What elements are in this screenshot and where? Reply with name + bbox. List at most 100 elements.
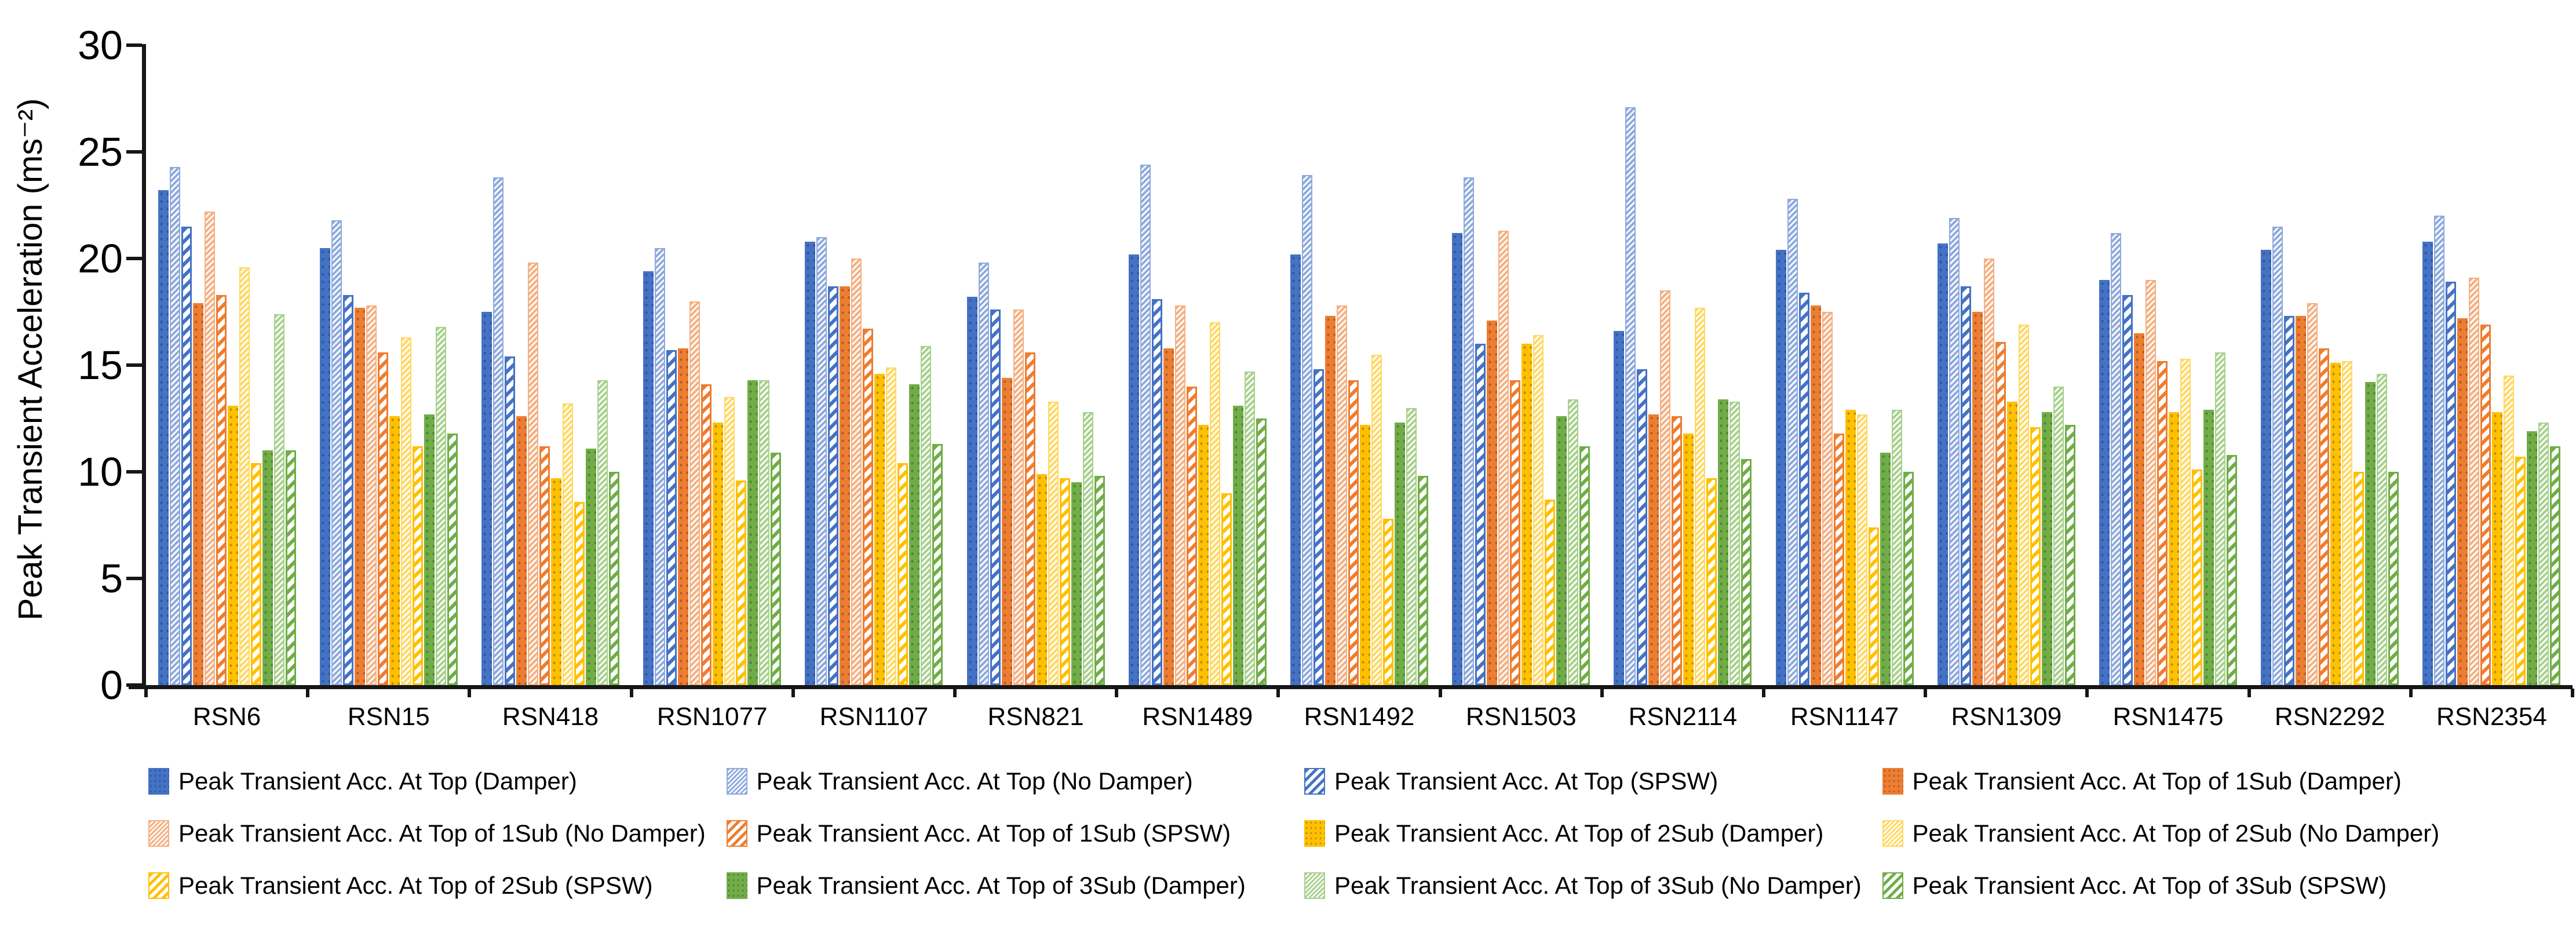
y-tick-mark-0 [126,683,142,687]
x-axis-category-labels: RSN6 RSN15 RSN418 RSN1077 RSN1107 RSN821 RSN14… [146,702,2573,731]
bar-rsn1107-series-10 [921,345,932,685]
legend-item-4: Peak Transient Acc. At Top of 1Sub (No D… [148,820,727,847]
bar-rsn1503-series-7 [1533,335,1544,685]
legend-label: Peak Transient Acc. At Top (No Damper) [756,767,1193,795]
bar-rsn6-series-5 [216,294,227,685]
bar-rsn1503-series-11 [1579,446,1590,685]
legend-label: Peak Transient Acc. At Top of 3Sub (SPSW… [1912,872,2387,899]
bar-group-rsn2292 [2249,45,2411,685]
legend-swatch-icon [1882,820,1903,847]
legend-label: Peak Transient Acc. At Top of 3Sub (Damp… [756,872,1246,899]
bar-rsn1503-series-2 [1475,344,1486,685]
bar-rsn1492-series-5 [1348,380,1359,685]
bar-rsn1489-series-11 [1256,418,1267,685]
bar-group-rsn1492 [1278,45,1440,685]
bar-rsn1309-series-9 [2041,412,2052,685]
x-tick-mark-6 [1115,689,1119,697]
bar-rsn15-series-11 [447,433,458,685]
legend-swatch-icon [1304,820,1325,847]
x-category-label-rsn6: RSN6 [192,702,261,731]
plot-area [126,43,2574,697]
bar-group-rsn2114 [1602,45,1764,685]
legend-label: Peak Transient Acc. At Top of 1Sub (SPSW… [756,820,1231,847]
x-tick-mark-7 [1276,689,1280,697]
bar-rsn821-series-3 [1001,378,1012,685]
bar-rsn1489-series-3 [1163,348,1174,685]
bar-rsn1309-series-11 [2064,425,2075,685]
legend-item-2: Peak Transient Acc. At Top (SPSW) [1304,767,1882,795]
bar-rsn1077-series-4 [689,301,700,685]
bar-rsn1492-series-1 [1302,175,1313,685]
bar-rsn1475-series-7 [2180,358,2191,685]
bar-rsn2354-series-3 [2457,318,2468,685]
bar-rsn1147-series-0 [1775,250,1786,685]
x-tick-mark-11 [1924,689,1928,697]
bar-rsn1475-series-5 [2157,361,2168,685]
bar-rsn1107-series-7 [886,367,897,685]
bar-rsn1147-series-2 [1798,292,1809,685]
x-tick-mark-4 [791,689,795,697]
legend-swatch-icon [1882,872,1903,899]
bar-rsn1107-series-9 [909,384,920,685]
bar-rsn15-series-6 [389,416,400,685]
bar-rsn15-series-5 [377,352,388,685]
bar-rsn2354-series-5 [2480,325,2491,685]
bar-rsn1107-series-2 [828,286,839,685]
bar-group-rsn821 [955,45,1116,685]
x-category-label-rsn1309: RSN1309 [1951,702,2062,731]
x-category-label-rsn418: RSN418 [502,702,599,731]
bar-rsn1475-series-10 [2215,352,2226,685]
bar-rsn1492-series-3 [1325,316,1336,685]
bar-rsn1492-series-8 [1383,518,1394,685]
bar-rsn1489-series-6 [1198,425,1209,685]
x-tick-mark-10 [1761,689,1765,697]
bar-rsn2354-series-2 [2446,282,2457,685]
bar-rsn2114-series-11 [1741,458,1752,685]
bars-layer [146,45,2573,685]
bar-rsn1489-series-8 [1221,493,1232,685]
bar-rsn1077-series-1 [655,247,666,685]
x-tick-mark-14 [2409,689,2413,697]
bar-rsn1077-series-7 [724,397,735,685]
bar-rsn15-series-2 [342,294,353,685]
bar-rsn1107-series-4 [851,259,862,685]
bar-rsn2354-series-0 [2422,241,2433,685]
legend-item-8: Peak Transient Acc. At Top of 2Sub (SPSW… [148,872,727,900]
bar-rsn2354-series-4 [2469,278,2480,685]
bar-group-rsn1475 [2087,45,2249,685]
bar-rsn1147-series-8 [1868,527,1879,685]
x-category-label-rsn1077: RSN1077 [656,702,768,731]
bar-rsn1309-series-6 [2006,401,2017,685]
bar-rsn821-series-7 [1048,401,1059,685]
x-tick-mark-15 [2571,689,2574,697]
bar-rsn418-series-4 [528,263,538,685]
bar-rsn821-series-0 [966,297,977,685]
bar-rsn2292-series-0 [2261,250,2272,685]
y-tick-mark-25 [126,150,142,154]
bar-rsn1309-series-3 [1972,312,1983,685]
bar-rsn2114-series-6 [1683,433,1694,685]
bar-rsn1492-series-9 [1395,423,1406,685]
legend-label: Peak Transient Acc. At Top of 2Sub (SPSW… [178,872,653,899]
bar-rsn1492-series-10 [1406,407,1417,685]
bar-rsn15-series-7 [400,337,411,685]
bar-rsn1309-series-1 [1949,218,1960,685]
bar-rsn1475-series-8 [2192,469,2203,685]
bar-rsn1107-series-5 [863,329,874,685]
legend-label: Peak Transient Acc. At Top of 1Sub (No D… [178,820,706,847]
bar-rsn2114-series-0 [1614,331,1625,685]
x-axis-line [129,685,2573,689]
bar-rsn15-series-10 [435,326,446,685]
y-tick-label-5: 5 [100,556,123,601]
x-category-label-rsn2114: RSN2114 [1628,702,1738,731]
bar-rsn2114-series-8 [1706,478,1717,685]
bar-rsn821-series-4 [1013,310,1024,685]
bar-rsn821-series-11 [1094,476,1105,685]
x-tick-mark-8 [1438,689,1442,697]
x-tick-mark-12 [2085,689,2089,697]
bar-rsn418-series-5 [539,446,550,685]
bar-group-rsn2354 [2411,45,2573,685]
legend-swatch-icon [726,872,747,899]
y-tick-label-20: 20 [78,236,123,281]
